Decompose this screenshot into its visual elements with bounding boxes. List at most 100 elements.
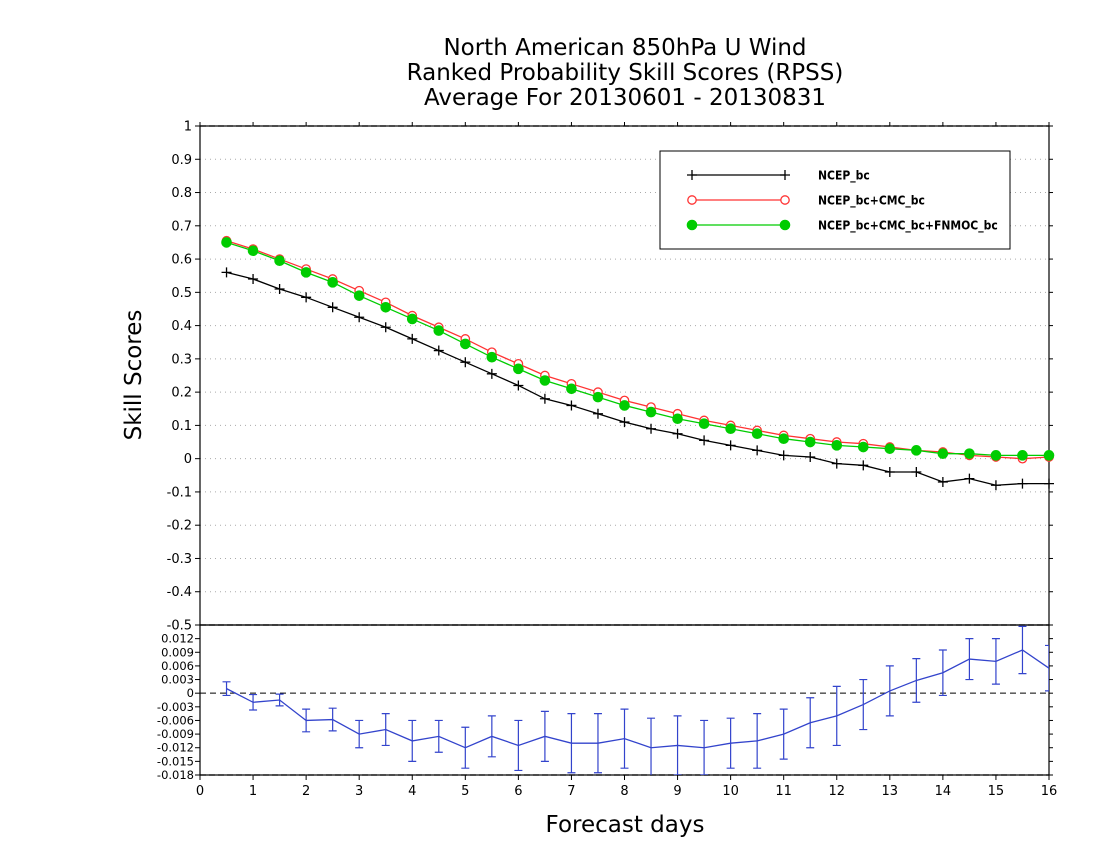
data-point — [990, 480, 1001, 491]
data-point — [698, 418, 710, 430]
data-point — [433, 325, 445, 336]
y-tick-label: -0.015 — [157, 754, 194, 768]
y-tick-label: -0.2 — [167, 519, 192, 534]
error-bar — [328, 707, 337, 732]
data-point — [752, 445, 763, 456]
data-point — [725, 440, 736, 451]
error-bar — [461, 726, 470, 769]
data-point — [778, 450, 789, 461]
y-axis-title: Skill Scores — [121, 310, 147, 441]
data-point — [1044, 478, 1054, 489]
y-tick-label: 0.2 — [171, 386, 192, 401]
error-bar — [938, 649, 947, 697]
x-tick-label: 14 — [935, 784, 952, 799]
y-tick-label: 0.012 — [161, 632, 194, 646]
x-tick-label: 15 — [988, 784, 1005, 799]
error-bar — [302, 708, 311, 733]
error-bar — [647, 717, 656, 775]
data-point — [486, 351, 498, 363]
data-point — [646, 423, 657, 434]
data-point — [858, 460, 869, 471]
error-bar — [673, 715, 682, 775]
data-point — [300, 267, 312, 278]
data-point — [460, 357, 471, 368]
y-tick-label: 0.009 — [161, 645, 194, 659]
data-point — [699, 435, 710, 446]
data-point — [1043, 450, 1055, 461]
legend-label: NCEP_bc — [818, 169, 870, 184]
data-point — [937, 448, 949, 459]
error-bar — [912, 658, 921, 703]
x-tick-label: 8 — [620, 784, 628, 799]
data-point — [831, 440, 843, 451]
series-line-2 — [226, 241, 1049, 456]
data-point — [911, 445, 922, 456]
data-point — [937, 476, 948, 487]
error-bar — [514, 719, 523, 772]
x-tick-label: 13 — [882, 784, 899, 799]
error-bar — [726, 717, 735, 769]
lower-panel: -0.018-0.015-0.012-0.009-0.006-0.00300.0… — [157, 122, 1057, 799]
data-point — [964, 473, 975, 484]
data-point — [539, 393, 550, 404]
data-point — [1017, 478, 1028, 489]
difference-series — [222, 625, 1049, 775]
data-point — [884, 443, 896, 454]
data-point — [990, 450, 1002, 461]
data-point — [327, 277, 338, 288]
error-bar — [991, 638, 1000, 685]
data-point — [884, 466, 895, 477]
y-tick-label: -0.009 — [157, 727, 194, 741]
y-tick-label: 0 — [184, 452, 192, 467]
data-point — [539, 375, 551, 386]
y-tick-label: 0.1 — [171, 419, 192, 434]
y-tick-label: 0.003 — [161, 673, 194, 687]
error-bar — [275, 693, 284, 707]
chart-title: North American 850hPa U Wind Ranked Prob… — [200, 36, 1050, 111]
data-point — [354, 312, 365, 323]
error-bar — [222, 681, 231, 697]
data-point — [221, 267, 232, 278]
legend-label: NCEP_bc+CMC_bc+FNMOC_bc — [818, 219, 998, 234]
x-tick-label: 3 — [355, 784, 363, 799]
chart-title-line-3: Average For 20130601 - 20130831 — [423, 85, 827, 111]
x-axis-title: Forecast days — [546, 812, 705, 838]
y-tick-label: -0.003 — [157, 700, 194, 714]
data-point — [778, 433, 789, 445]
error-bar — [885, 665, 894, 717]
error-bar — [1018, 625, 1027, 675]
error-bar — [540, 710, 549, 762]
data-point — [486, 368, 497, 379]
x-tick-label: 11 — [775, 784, 792, 799]
data-point — [1017, 450, 1028, 461]
y-tick-label: -0.012 — [157, 741, 194, 755]
y-tick-label: -0.006 — [157, 713, 194, 727]
data-point — [645, 406, 657, 418]
data-point — [380, 302, 392, 313]
error-bar — [434, 719, 443, 753]
data-point — [805, 452, 816, 463]
y-tick-label: -0.5 — [167, 619, 192, 634]
data-point — [274, 284, 285, 295]
data-point — [247, 245, 259, 257]
error-bar — [779, 708, 788, 760]
y-tick-label: 0.8 — [171, 186, 192, 201]
difference-line — [226, 649, 1049, 749]
x-tick-label: 1 — [249, 784, 257, 799]
data-point — [964, 448, 975, 459]
error-bar — [567, 713, 576, 774]
data-point — [804, 436, 816, 448]
x-tick-label: 2 — [302, 784, 310, 799]
error-bar — [806, 697, 815, 749]
error-bar — [381, 713, 390, 747]
legend-marker — [687, 170, 697, 180]
data-point — [592, 408, 603, 419]
x-tick-label: 6 — [514, 784, 522, 799]
legend-label: NCEP_bc+CMC_bc — [818, 194, 925, 209]
data-point — [725, 423, 736, 435]
data-point — [274, 255, 285, 267]
y-tick-label: -0.1 — [167, 485, 192, 500]
data-point — [513, 363, 524, 375]
data-point — [566, 400, 577, 411]
